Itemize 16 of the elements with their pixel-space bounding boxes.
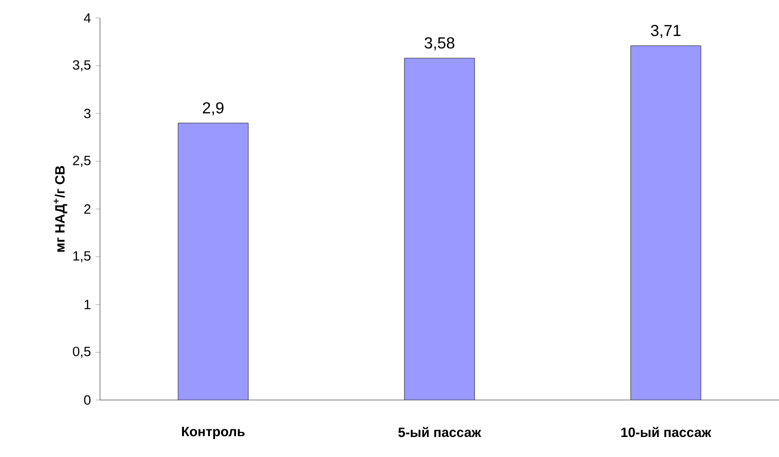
x-tick-label: Контроль [182,426,245,439]
y-axis-title: мг НАД$^{+}$/г СВ [54,166,68,252]
y-tick-label: 0,5 [72,346,91,358]
y-tick-label: 3,5 [72,60,91,72]
y-tick-label: 2 [84,204,90,214]
data-label: 3,58 [424,37,454,50]
y-tick-label: 1 [84,300,90,310]
x-tick-label: 10-ый пассаж [621,426,712,438]
y-tick-label: 1,5 [73,251,91,262]
data-label: 3,71 [650,24,681,38]
y-tick-label: 0 [84,395,91,405]
y-tick-label: 3 [84,108,90,118]
data-label: 2,9 [202,102,224,116]
y-tick-label: 2,5 [73,156,91,167]
x-tick-label: 5-ый пассаж [398,426,482,438]
y-tick-label: 4 [84,13,91,23]
